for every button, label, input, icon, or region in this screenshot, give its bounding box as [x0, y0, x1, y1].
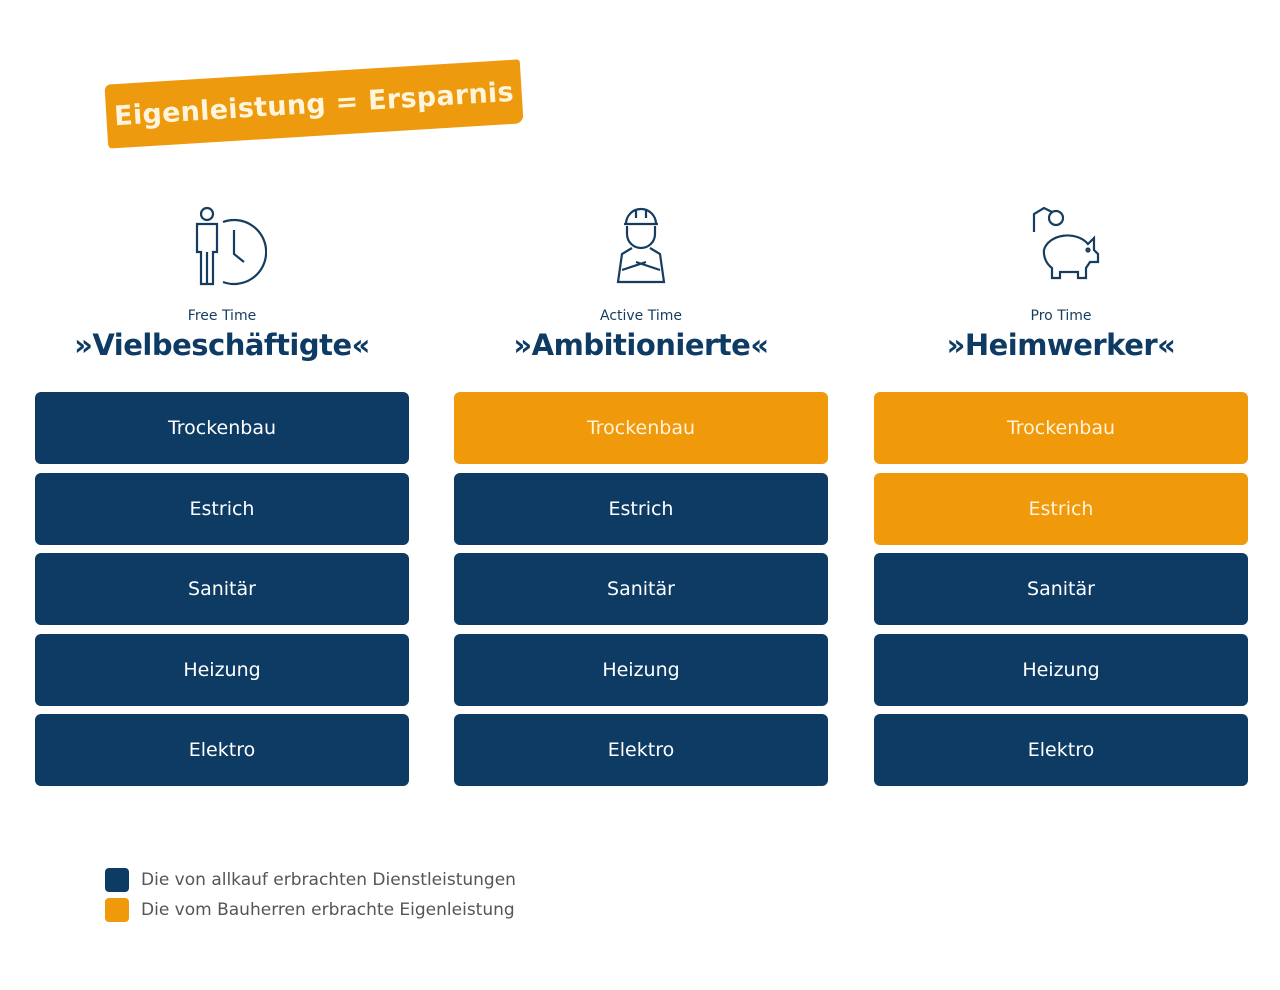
column-title: »Heimwerker« — [946, 328, 1176, 362]
service-item-navy: Heizung — [874, 633, 1248, 706]
service-item-orange: Estrich — [874, 472, 1248, 545]
service-item-navy: Sanitär — [874, 553, 1248, 625]
column-active-time: Active Time »Ambitionierte« — [454, 200, 828, 362]
column-free-time: Free Time »Vielbeschäftigte« — [35, 200, 409, 362]
service-item-navy: Estrich — [35, 472, 409, 545]
column-subtitle: Pro Time — [1030, 308, 1092, 324]
banner-text: Eigenleistung = Ersparnis — [113, 76, 515, 132]
legend-item-allkauf: Die von allkauf erbrachten Dienstleistun… — [105, 868, 516, 892]
piggy-bank-icon — [874, 200, 1248, 290]
service-item-orange: Trockenbau — [874, 392, 1248, 464]
column-title: »Ambitionierte« — [513, 328, 769, 362]
service-item-navy: Elektro — [874, 714, 1248, 786]
service-list: Trockenbau Estrich Sanitär Heizung Elektro — [454, 392, 828, 795]
legend-swatch-orange — [105, 898, 129, 922]
column-subtitle: Active Time — [599, 308, 683, 324]
service-list: Trockenbau Estrich Sanitär Heizung Elektro — [35, 392, 409, 795]
service-item-navy: Heizung — [454, 633, 828, 706]
legend-label: Die von allkauf erbrachten Dienstleistun… — [141, 870, 516, 890]
service-item-navy: Sanitär — [35, 553, 409, 625]
service-item-navy: Trockenbau — [35, 392, 409, 464]
service-item-navy: Elektro — [454, 714, 828, 786]
legend-label: Die vom Bauherren erbrachte Eigenleistun… — [141, 900, 515, 920]
service-list: Trockenbau Estrich Sanitär Heizung Elektro — [874, 392, 1248, 795]
service-item-orange: Trockenbau — [454, 392, 828, 464]
service-item-navy: Estrich — [454, 472, 828, 545]
legend-swatch-navy — [105, 868, 129, 892]
person-clock-icon — [35, 200, 409, 290]
service-item-navy: Elektro — [35, 714, 409, 786]
title-banner: Eigenleistung = Ersparnis — [104, 59, 524, 149]
service-item-navy: Sanitär — [454, 553, 828, 625]
legend-item-bauherr: Die vom Bauherren erbrachte Eigenleistun… — [105, 898, 515, 922]
column-title: »Vielbeschäftigte« — [74, 328, 370, 362]
service-item-navy: Heizung — [35, 633, 409, 706]
construction-worker-icon — [454, 200, 828, 290]
column-pro-time: Pro Time »Heimwerker« — [874, 200, 1248, 362]
column-subtitle: Free Time — [187, 308, 257, 324]
